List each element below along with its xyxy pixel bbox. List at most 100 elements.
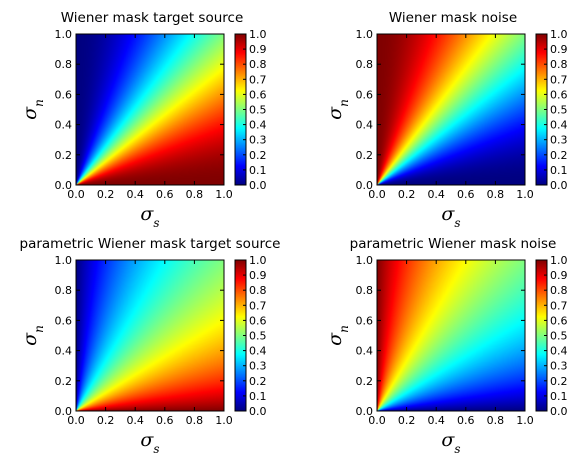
colorbar-tick-label: 0.4: [249, 345, 267, 358]
chart-title: Wiener mask noise: [389, 10, 517, 26]
x-tick-label: 0.0: [67, 414, 85, 427]
chart-title: Wiener mask target source: [61, 10, 244, 26]
x-tick-label: 0.8: [487, 188, 505, 201]
x-tick-label: 0.2: [398, 188, 416, 201]
colorbar-tick-label: 0.1: [249, 164, 267, 177]
colorbar-tick-label: 0.9: [249, 43, 267, 56]
x-tick-label: 1.0: [215, 414, 233, 427]
colorbar-tick-label: 0.4: [550, 119, 568, 132]
chart-title: parametric Wiener mask noise: [350, 236, 557, 252]
heatmap-image: [76, 34, 224, 185]
y-tick-label: 0.6: [356, 88, 374, 101]
y-tick-label: 0.8: [55, 58, 73, 71]
x-tick-label: 0.4: [126, 188, 144, 201]
colorbar-tick-label: 1.0: [249, 254, 267, 267]
x-axis-label: σs: [140, 429, 159, 455]
colorbar-tick-label: 0.8: [550, 284, 568, 297]
colorbar-tick-label: 1.0: [550, 28, 568, 41]
colorbar-tick-label: 0.8: [249, 58, 267, 71]
x-tick-label: 0.4: [427, 414, 445, 427]
y-tick-label: 0.8: [55, 284, 73, 297]
colorbar-tick-label: 0.1: [249, 390, 267, 403]
y-tick-label: 0.0: [356, 179, 374, 192]
colorbar-tick-label: 0.3: [550, 360, 568, 373]
x-tick-label: 0.0: [368, 188, 386, 201]
x-tick-label: 0.4: [427, 188, 445, 201]
y-tick-label: 0.2: [356, 375, 374, 388]
x-tick-label: 1.0: [215, 188, 233, 201]
colorbar-tick-label: 0.2: [249, 149, 267, 162]
x-tick-label: 0.6: [156, 188, 174, 201]
colorbar-tick-label: 0.9: [249, 269, 267, 282]
x-tick-label: 0.2: [97, 188, 115, 201]
colorbar: 0.0 0.1 0.2 0.3 0.4 0.5 0.6 0.7 0.8 0.9 1.0: [234, 254, 267, 418]
y-tick-label: 0.2: [55, 375, 73, 388]
y-tick-label: 0.2: [356, 149, 374, 162]
colorbar-tick-label: 0.4: [249, 119, 267, 132]
colorbar-tick-label: 0.3: [249, 134, 267, 147]
colorbar-tick-label: 0.2: [550, 149, 568, 162]
heatmap-image: [377, 260, 525, 411]
y-tick-label: 0.6: [55, 314, 73, 327]
colorbar-tick-label: 0.6: [249, 88, 267, 101]
colorbar-tick-label: 0.7: [249, 73, 267, 86]
colorbar-tick-label: 0.0: [249, 405, 267, 418]
colorbar-tick-label: 0.9: [550, 43, 568, 56]
x-axis-label: σs: [140, 203, 159, 230]
colorbar-tick-label: 0.8: [249, 284, 267, 297]
colorbar-tick-label: 0.0: [249, 179, 267, 192]
colorbar-tick-label: 0.8: [550, 58, 568, 71]
y-tick-label: 0.4: [356, 345, 374, 358]
colorbar-gradient: [235, 260, 246, 411]
y-tick-label: 1.0: [55, 254, 73, 267]
y-tick-label: 0.8: [356, 58, 374, 71]
colorbar-tick-label: 0.3: [550, 134, 568, 147]
colorbar-tick-label: 0.3: [249, 360, 267, 373]
heatmap-image: [377, 34, 525, 185]
x-tick-label: 0.2: [97, 414, 115, 427]
chart-panel-4: parametric Wiener mask noise 0.0 0.2 0.4 0.6…: [324, 236, 568, 455]
heatmap-image: [76, 260, 224, 411]
x-tick-label: 0.0: [368, 414, 386, 427]
x-tick-label: 0.6: [156, 414, 174, 427]
x-axis-label: σs: [441, 203, 460, 230]
colorbar-tick-label: 0.4: [550, 345, 568, 358]
chart-panel-1: Wiener mask target source 0.0 0.2 0.4 0.6 0.8…: [19, 10, 267, 230]
x-tick-label: 0.0: [67, 188, 85, 201]
y-axis-label: σn: [324, 99, 351, 120]
colorbar-gradient: [235, 34, 246, 185]
colorbar: 0.0 0.1 0.2 0.3 0.4 0.5 0.6 0.7 0.8 0.9 1.0: [535, 254, 568, 418]
y-tick-label: 0.0: [55, 179, 73, 192]
colorbar: 0.0 0.1 0.2 0.3 0.4 0.5 0.6 0.7 0.8 0.9 1.0: [535, 28, 568, 192]
y-tick-label: 0.2: [55, 149, 73, 162]
x-tick-label: 0.6: [457, 188, 475, 201]
colorbar-tick-label: 1.0: [550, 254, 568, 267]
x-tick-label: 1.0: [516, 414, 534, 427]
x-tick-label: 0.8: [487, 414, 505, 427]
y-axis-label: σn: [19, 99, 46, 120]
colorbar-tick-label: 1.0: [249, 28, 267, 41]
x-tick-label: 0.8: [186, 414, 204, 427]
colorbar-tick-label: 0.7: [550, 299, 568, 312]
plot-frame: [75, 33, 225, 186]
colorbar-tick-label: 0.6: [550, 88, 568, 101]
y-tick-label: 1.0: [356, 254, 374, 267]
y-tick-label: 0.6: [356, 314, 374, 327]
colorbar-tick-label: 0.7: [249, 299, 267, 312]
x-tick-label: 0.6: [457, 414, 475, 427]
colorbar-tick-label: 0.6: [249, 314, 267, 327]
x-tick-label: 1.0: [516, 188, 534, 201]
y-tick-label: 0.0: [55, 405, 73, 418]
y-tick-label: 0.4: [55, 345, 73, 358]
colorbar-tick-label: 0.6: [550, 314, 568, 327]
y-axis-label: σn: [324, 325, 351, 346]
y-axis-label: σn: [19, 325, 46, 346]
colorbar-tick-label: 0.5: [249, 104, 267, 117]
colorbar-tick-label: 0.5: [550, 104, 568, 117]
colorbar-tick-label: 0.5: [249, 330, 267, 343]
colorbar-gradient: [536, 34, 547, 185]
chart-title: parametric Wiener mask target source: [20, 236, 281, 252]
x-axis-label: σs: [441, 429, 460, 455]
